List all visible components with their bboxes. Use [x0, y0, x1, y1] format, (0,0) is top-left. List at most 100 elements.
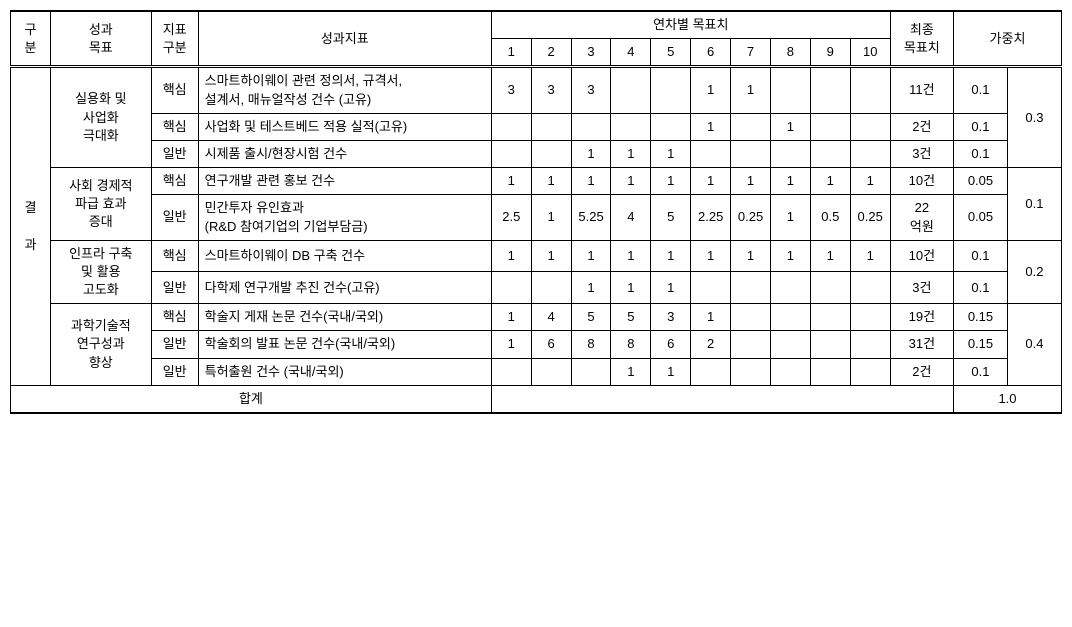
year-value [651, 67, 691, 113]
year-value: 5 [571, 304, 611, 331]
final-value: 31건 [890, 331, 953, 358]
year-value: 4 [531, 304, 571, 331]
table-header: 구분 성과목표 지표구분 성과지표 연차별 목표치 최종목표치 가중치 1 2 … [11, 11, 1062, 67]
header-year-8: 8 [770, 39, 810, 67]
final-value: 2건 [890, 113, 953, 140]
final-value: 3건 [890, 140, 953, 167]
table-row: 일반민간투자 유인효과(R&D 참여기업의 기업부담금)2.515.25452.… [11, 195, 1062, 240]
year-value [810, 331, 850, 358]
year-value [770, 304, 810, 331]
year-value: 1 [611, 168, 651, 195]
year-value: 1 [611, 358, 651, 385]
year-value: 1 [571, 272, 611, 304]
year-value: 6 [651, 331, 691, 358]
indicator-label: 학술지 게재 논문 건수(국내/국외) [198, 304, 491, 331]
table-row: 일반시제품 출시/현장시험 건수1113건0.1 [11, 140, 1062, 167]
group-weight: 0.4 [1007, 304, 1061, 386]
year-value [850, 113, 890, 140]
group-weight: 0.3 [1007, 67, 1061, 168]
year-value [770, 272, 810, 304]
year-value: 1 [611, 272, 651, 304]
year-value: 2.5 [491, 195, 531, 240]
indicator-label: 특허출원 건수 (국내/국외) [198, 358, 491, 385]
table-row: 과학기술적연구성과향상핵심학술지 게재 논문 건수(국내/국외)14553119… [11, 304, 1062, 331]
indicator-type: 핵심 [151, 113, 198, 140]
year-value [491, 140, 531, 167]
year-value: 1 [651, 358, 691, 385]
year-value: 1 [850, 168, 890, 195]
final-value: 10건 [890, 240, 953, 272]
year-value: 8 [611, 331, 651, 358]
indicator-label: 연구개발 관련 홍보 건수 [198, 168, 491, 195]
year-value [850, 358, 890, 385]
year-value [850, 272, 890, 304]
row-weight: 0.1 [954, 113, 1008, 140]
goal-label: 인프라 구축및 활용고도화 [50, 240, 151, 304]
year-value: 1 [571, 140, 611, 167]
row-weight: 0.15 [954, 331, 1008, 358]
table-body: 결과실용화 및사업화극대화핵심스마트하이웨이 관련 정의서, 규격서,설계서, … [11, 67, 1062, 413]
group-weight: 0.2 [1007, 240, 1061, 304]
year-value [691, 140, 731, 167]
footer-mid [491, 385, 953, 413]
year-value [571, 113, 611, 140]
indicator-type: 일반 [151, 331, 198, 358]
year-value: 1 [651, 272, 691, 304]
year-value [731, 140, 771, 167]
row-weight: 0.05 [954, 195, 1008, 240]
year-value: 1 [531, 168, 571, 195]
year-value: 1 [810, 240, 850, 272]
year-value: 1 [611, 140, 651, 167]
year-value: 2.25 [691, 195, 731, 240]
year-value [770, 140, 810, 167]
header-gubun: 구분 [11, 11, 51, 67]
year-value: 1 [850, 240, 890, 272]
year-value: 1 [651, 168, 691, 195]
header-goal: 성과목표 [50, 11, 151, 67]
year-value [810, 67, 850, 113]
year-value [850, 304, 890, 331]
year-value [731, 113, 771, 140]
indicator-type: 일반 [151, 140, 198, 167]
table-row: 일반학술회의 발표 논문 건수(국내/국외)16886231건0.15 [11, 331, 1062, 358]
year-value: 3 [531, 67, 571, 113]
indicator-type: 일반 [151, 272, 198, 304]
indicator-label: 시제품 출시/현장시험 건수 [198, 140, 491, 167]
year-value [810, 304, 850, 331]
header-weight: 가중치 [954, 11, 1062, 67]
year-value [531, 358, 571, 385]
year-value: 1 [531, 195, 571, 240]
year-value: 5 [611, 304, 651, 331]
footer-value: 1.0 [954, 385, 1062, 413]
year-value: 1 [571, 168, 611, 195]
year-value [731, 272, 771, 304]
year-value: 1 [691, 304, 731, 331]
year-value: 1 [691, 113, 731, 140]
year-value [531, 113, 571, 140]
year-value [491, 113, 531, 140]
year-value: 3 [571, 67, 611, 113]
footer-label: 합계 [11, 385, 492, 413]
year-value [850, 140, 890, 167]
year-value: 0.5 [810, 195, 850, 240]
header-final: 최종목표치 [890, 11, 953, 67]
header-year-5: 5 [651, 39, 691, 67]
indicator-label: 사업화 및 테스트베드 적용 실적(고유) [198, 113, 491, 140]
row-weight: 0.1 [954, 358, 1008, 385]
header-year-4: 4 [611, 39, 651, 67]
header-year-7: 7 [731, 39, 771, 67]
year-value: 1 [770, 168, 810, 195]
footer-row: 합계 1.0 [11, 385, 1062, 413]
year-value: 1 [651, 240, 691, 272]
year-value [770, 67, 810, 113]
year-value: 3 [651, 304, 691, 331]
final-value: 22억원 [890, 195, 953, 240]
year-value [731, 331, 771, 358]
year-value [531, 272, 571, 304]
group-weight: 0.1 [1007, 168, 1061, 241]
year-value: 5 [651, 195, 691, 240]
table-row: 핵심사업화 및 테스트베드 적용 실적(고유)112건0.1 [11, 113, 1062, 140]
header-year-3: 3 [571, 39, 611, 67]
indicator-type: 핵심 [151, 67, 198, 113]
row-weight: 0.1 [954, 140, 1008, 167]
